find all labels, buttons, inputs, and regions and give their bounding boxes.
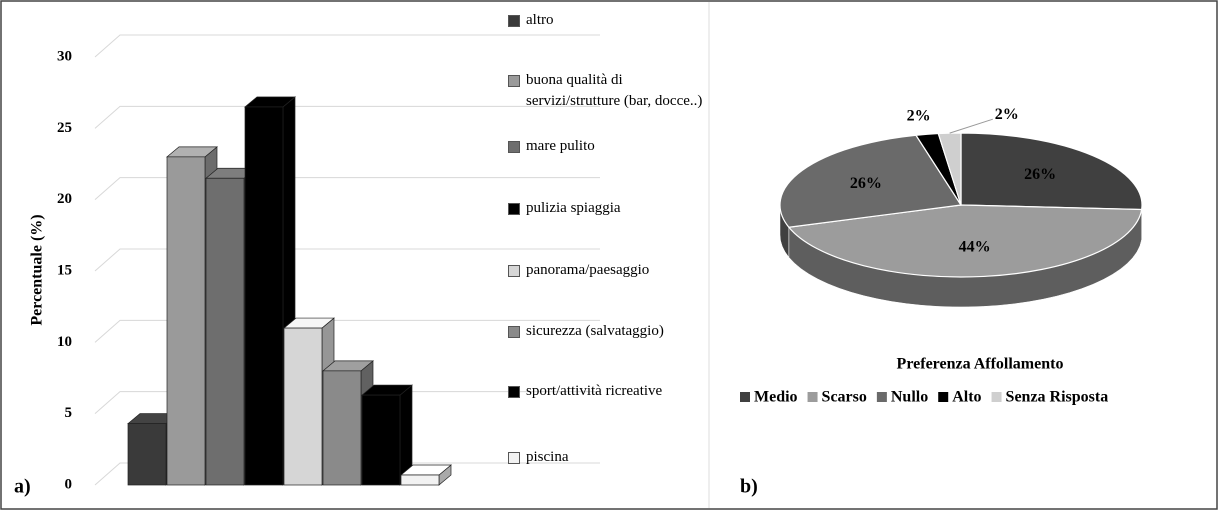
legend-item: mare pulito: [508, 136, 703, 157]
grid-line: [94, 462, 600, 486]
pie-slice: [787, 204, 1143, 278]
grid-line: [94, 391, 600, 415]
legend-swatch: [508, 203, 520, 215]
pie-slice: [960, 132, 1143, 211]
data-label: 26%: [850, 175, 882, 192]
legend-label: Alto: [952, 389, 981, 406]
legend-swatch: [508, 452, 520, 464]
legend-swatch: [740, 392, 750, 402]
y-tick-label: 25: [57, 120, 72, 136]
legend-swatch: [508, 75, 520, 87]
legend-swatch: [508, 386, 520, 398]
legend-swatch: [876, 392, 887, 402]
legend-label: Scarso: [822, 389, 867, 406]
legend-item: panorama/paesaggio: [508, 260, 703, 281]
bar: [361, 394, 401, 486]
y-tick-label: 20: [57, 191, 72, 207]
pie-slice: [779, 134, 963, 228]
legend-label: Nullo: [891, 389, 928, 406]
legend-label: altro: [526, 12, 554, 28]
grid-line: [94, 248, 600, 272]
legend-swatch: [991, 392, 1002, 402]
legend-swatch: [508, 141, 520, 153]
data-label: 44%: [959, 239, 991, 256]
bar: [322, 370, 362, 486]
annotation: a): [14, 476, 31, 498]
data-label: 2%: [907, 107, 931, 124]
legend-item: sicurezza (salvataggio): [508, 321, 703, 342]
y-tick-label: 0: [65, 476, 73, 492]
legend-label: Medio: [754, 389, 798, 406]
legend-swatch: [807, 392, 818, 402]
grid-line: [94, 177, 600, 201]
legend-item: piscina: [508, 447, 703, 468]
legend-item: pulizia spiaggia: [508, 198, 703, 219]
legend-item: buona qualità di servizi/strutture (bar,…: [508, 70, 703, 112]
legend-swatch: [508, 15, 520, 27]
legend-swatch: [508, 326, 520, 338]
legend-label: piscina: [526, 449, 569, 465]
grid-line: [94, 319, 600, 343]
bar: [244, 106, 284, 486]
y-tick-label: 15: [57, 262, 72, 278]
legend-label: panorama/paesaggio: [526, 262, 650, 278]
legend-item: altro: [508, 10, 703, 31]
legend-label: pulizia spiaggia: [526, 200, 621, 216]
y-tick-label: 5: [65, 405, 73, 421]
legend-label: sicurezza (salvataggio): [526, 323, 664, 339]
data-label: 26%: [1024, 166, 1056, 183]
y-tick-label: 30: [57, 48, 72, 64]
legend-label: mare pulito: [526, 138, 595, 154]
annotation: b): [740, 476, 758, 498]
legend-swatch: [508, 265, 520, 277]
y-axis-label: Percentuale (%): [29, 214, 46, 325]
grid-line: [94, 34, 600, 58]
bar: [400, 474, 440, 486]
legend-label: sport/attività ricreative: [526, 383, 663, 399]
bar: [205, 177, 245, 486]
data-label: 2%: [995, 106, 1019, 123]
bar: [283, 327, 323, 486]
legend-label: Senza Risposta: [1006, 389, 1109, 406]
pie-title: Preferenza Affollamento: [897, 356, 1064, 373]
legend-item: sport/attività ricreative: [508, 381, 703, 402]
bar: [166, 156, 206, 486]
leader-line: [949, 118, 993, 134]
bar: [127, 423, 167, 486]
legend-label: buona qualità di servizi/strutture (bar,…: [526, 72, 703, 109]
legend-swatch: [938, 392, 949, 402]
y-tick-label: 10: [57, 334, 72, 350]
grid-line: [94, 105, 600, 129]
